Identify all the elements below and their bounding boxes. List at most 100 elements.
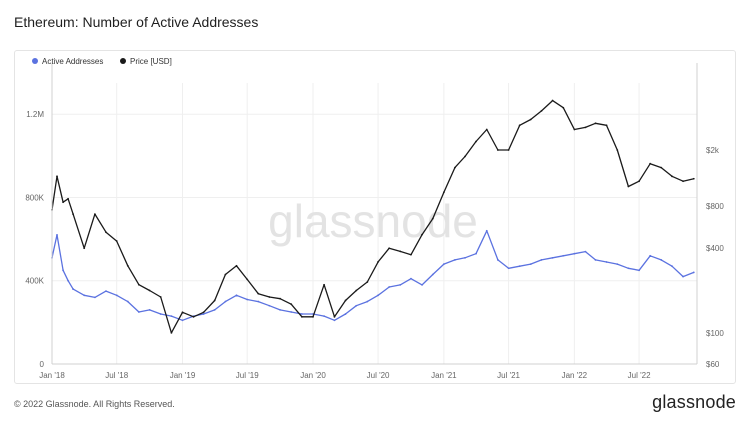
price-data-point — [399, 250, 402, 253]
price-data-point — [605, 124, 608, 127]
price-data-point — [671, 175, 673, 178]
price-data-point — [56, 175, 58, 178]
y-right-tick-label: $60 — [706, 360, 720, 369]
active-addresses-data-point — [377, 294, 379, 297]
axes: 0 400K 800K 1.2M Jan '18 Jul '18 Jan '19 Jul '1… — [25, 63, 724, 380]
price-data-point — [431, 217, 434, 220]
active-addresses-data-point — [518, 265, 521, 268]
chart-panel — [14, 50, 736, 384]
price-data-point — [235, 264, 238, 267]
price-data-point — [496, 149, 499, 151]
active-addresses-data-point — [333, 319, 336, 322]
legend-marker — [32, 58, 38, 64]
price-data-point — [62, 201, 64, 204]
active-addresses-data-point — [638, 269, 640, 272]
price-data-point — [213, 299, 216, 302]
legend-marker — [120, 58, 126, 64]
active-addresses-data-point — [399, 284, 402, 286]
active-addresses-data-point — [181, 319, 184, 322]
active-addresses-data-point — [323, 315, 325, 318]
active-addresses-data-point — [551, 256, 554, 259]
y-right-tick-label: $2k — [706, 146, 720, 155]
active-addresses-data-point — [56, 234, 58, 236]
y-right-tick-label: $800 — [706, 202, 724, 211]
active-addresses-data-point — [344, 313, 347, 315]
brand-logo[interactable]: glassnode — [652, 392, 736, 412]
active-addresses-data-point — [660, 259, 663, 261]
watermark: glassnode — [268, 195, 478, 247]
active-addresses-data-point — [410, 277, 412, 280]
price-data-point — [126, 264, 129, 267]
price-data-point — [94, 213, 96, 215]
price-data-point — [388, 247, 391, 250]
price-data-point — [627, 185, 630, 188]
active-addresses-data-point — [584, 250, 587, 253]
grid-lines — [51, 83, 697, 365]
active-addresses-data-point — [682, 275, 684, 278]
active-addresses-data-point — [475, 252, 477, 255]
price-data-point — [594, 122, 597, 125]
price-data-point — [682, 180, 684, 183]
active-addresses-data-point — [464, 256, 466, 259]
copyright-text: © 2022 Glassnode. All Rights Reserved. — [14, 399, 175, 409]
active-addresses-data-point — [148, 308, 151, 311]
active-addresses-series-line — [51, 230, 695, 321]
price-data-point — [224, 273, 227, 276]
active-addresses-data-point — [290, 311, 293, 313]
active-addresses-data-point — [431, 273, 434, 276]
active-addresses-data-point — [671, 265, 673, 268]
y-right-tick-label: $400 — [706, 244, 724, 253]
price-data-point — [518, 124, 521, 127]
legend-item-price[interactable]: Price [USD] — [130, 57, 172, 66]
active-addresses-data-point — [94, 296, 96, 299]
price-series-line — [51, 99, 694, 334]
active-addresses-data-point — [159, 313, 162, 315]
active-addresses-data-point — [388, 286, 391, 288]
x-tick-label: Jan '19 — [170, 371, 196, 380]
active-addresses-data-point — [562, 254, 565, 257]
price-data-point — [202, 311, 205, 314]
price-data-point — [83, 247, 86, 250]
x-tick-label: Jul '20 — [367, 371, 390, 380]
legend-item-active-addresses[interactable]: Active Addresses — [42, 57, 103, 66]
active-addresses-data-point — [83, 294, 86, 297]
price-data-point — [442, 191, 445, 194]
price-data-point — [485, 128, 488, 131]
active-addresses-data-point — [594, 259, 597, 261]
price-data-point — [355, 289, 358, 292]
price-data-point — [181, 311, 184, 314]
price-data-point — [290, 303, 293, 306]
active-addresses-data-point — [105, 290, 107, 293]
active-addresses-data-point — [442, 263, 445, 265]
y-left-tick-label: 0 — [40, 360, 45, 369]
price-data-point — [551, 99, 554, 102]
price-data-point — [573, 128, 576, 131]
price-data-point — [72, 213, 74, 215]
price-data-point — [507, 149, 510, 151]
price-data-point — [279, 297, 282, 300]
active-addresses-data-point — [454, 259, 456, 261]
active-addresses-data-point — [573, 252, 576, 255]
active-addresses-data-point — [235, 294, 238, 297]
active-addresses-data-point — [649, 254, 652, 257]
y-right-tick-label: $100 — [706, 329, 724, 338]
x-tick-label: Jul '18 — [105, 371, 128, 380]
price-data-point — [638, 180, 640, 183]
price-data-point — [410, 253, 412, 256]
y-left-tick-label: 400K — [25, 277, 44, 286]
x-tick-label: Jan '20 — [300, 371, 326, 380]
x-tick-label: Jan '21 — [431, 371, 457, 380]
active-addresses-data-point — [137, 311, 140, 313]
active-addresses-data-point — [279, 308, 282, 311]
price-data-point — [257, 292, 260, 295]
active-addresses-data-point — [529, 263, 532, 265]
price-data-point — [323, 283, 325, 286]
legend[interactable]: Active Addresses Price [USD] — [32, 57, 172, 66]
active-addresses-data-point — [540, 259, 543, 261]
price-data-point — [584, 126, 587, 129]
price-data-point — [105, 231, 107, 234]
price-data-point — [246, 278, 249, 281]
price-data-point — [649, 162, 652, 165]
active-addresses-data-point — [202, 313, 205, 315]
